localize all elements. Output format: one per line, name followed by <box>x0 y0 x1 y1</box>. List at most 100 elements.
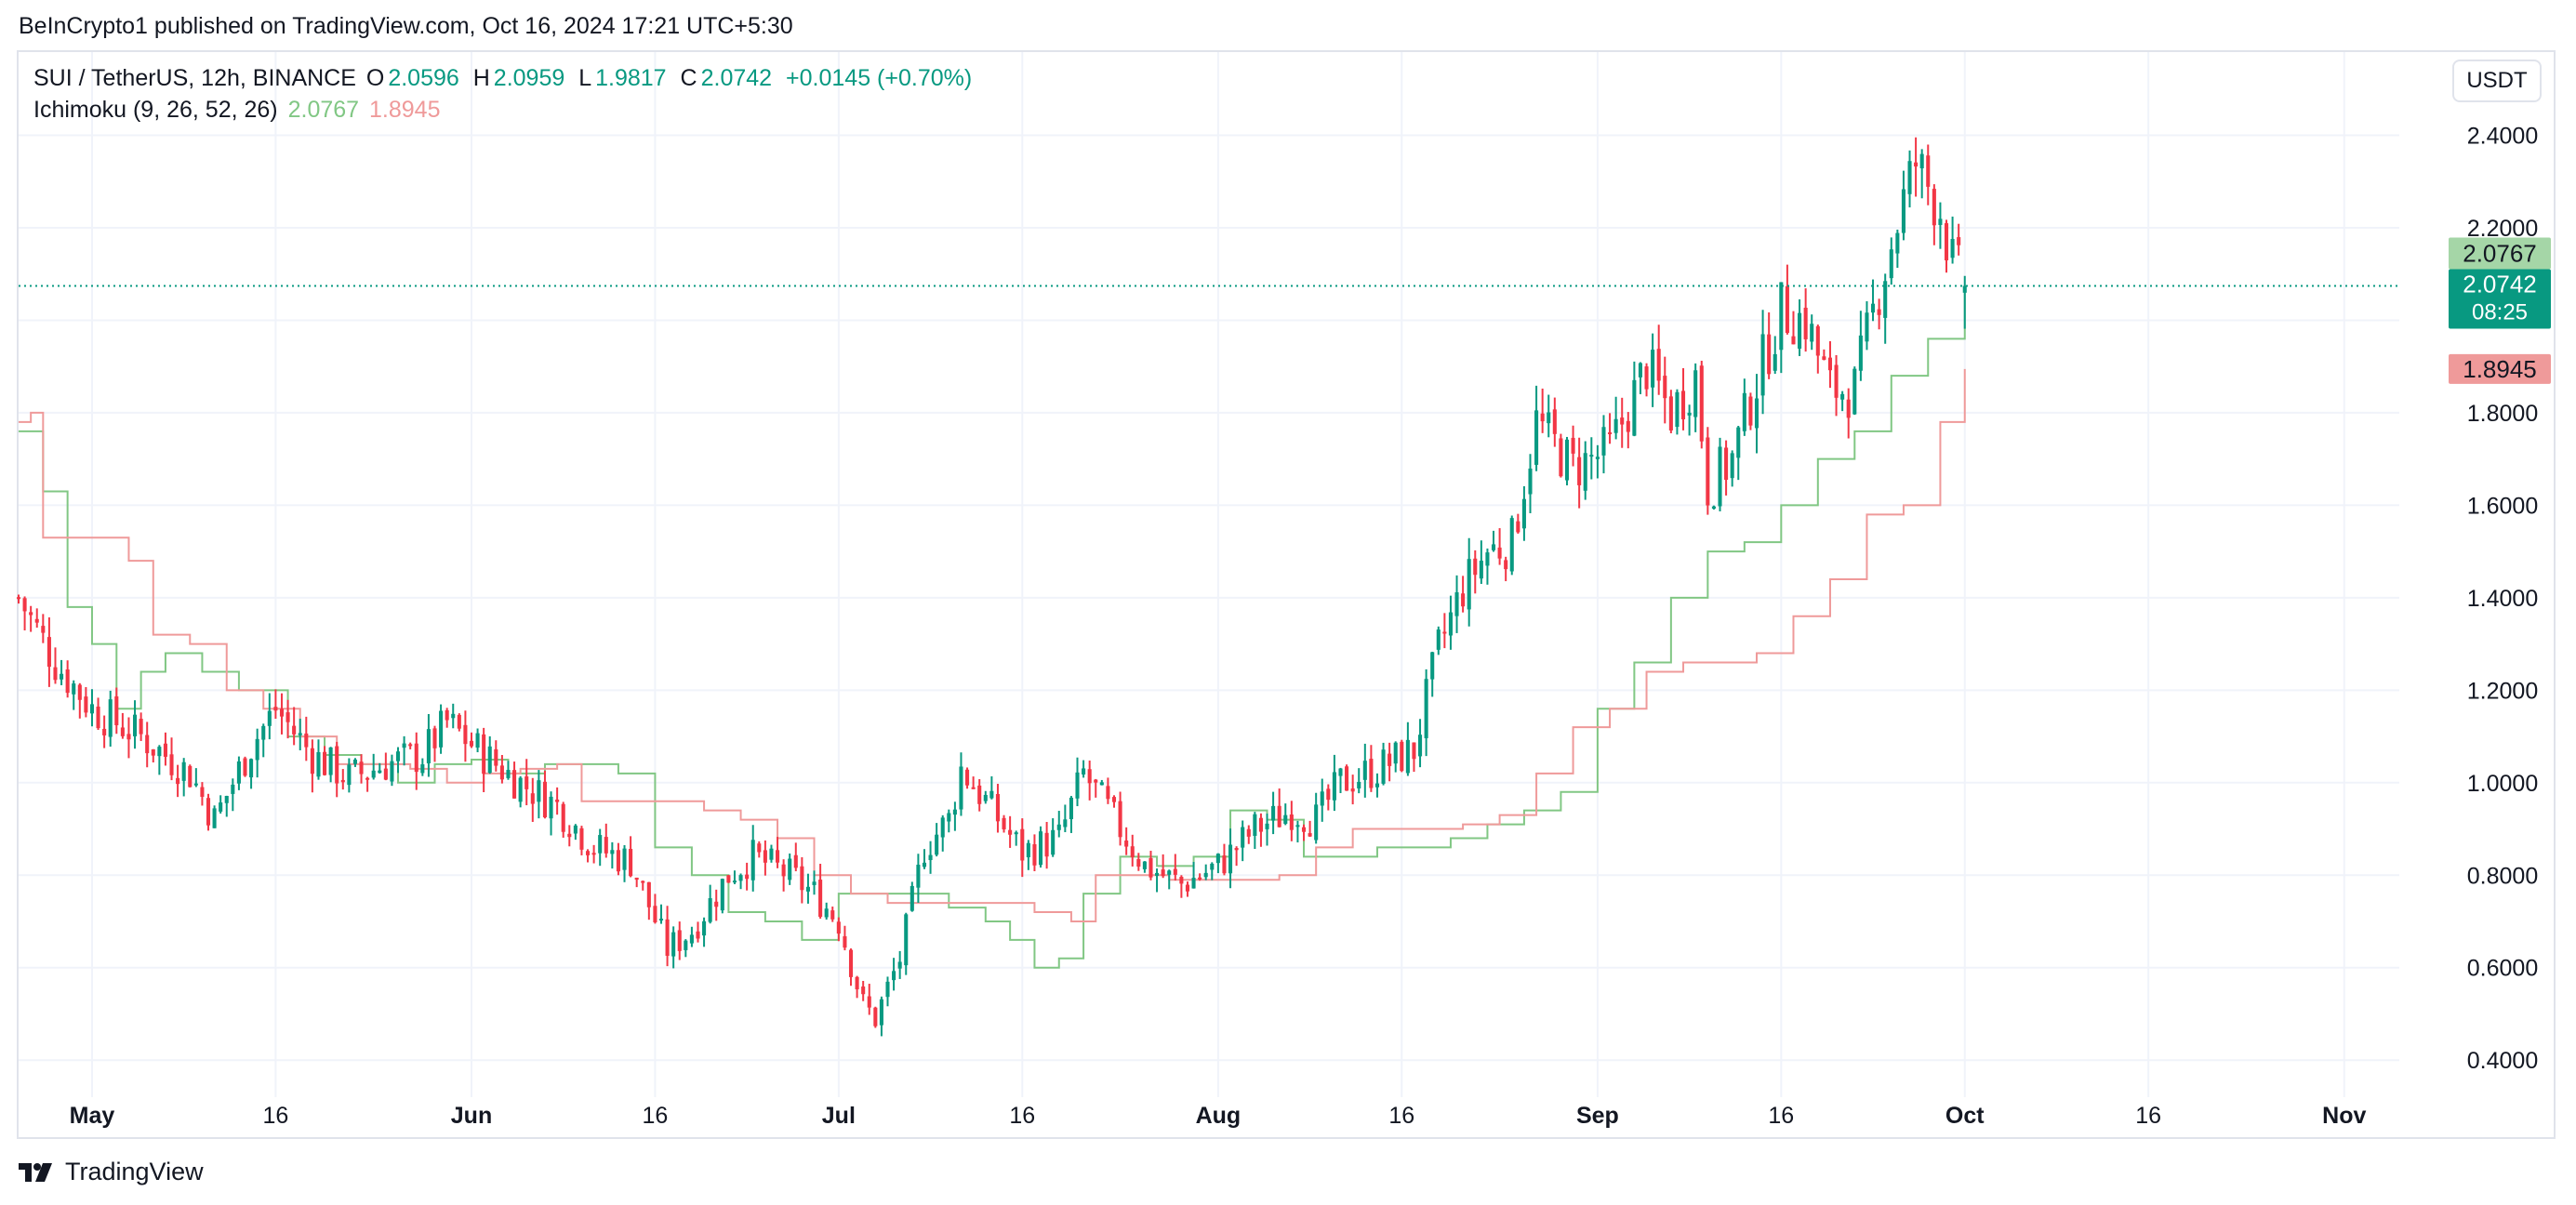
symbol-legend[interactable]: SUI / TetherUS, 12h, BINANCE O 2.0596 H 2.… <box>33 65 976 92</box>
candle-body <box>365 777 370 780</box>
candle-body <box>947 813 951 822</box>
candle-body <box>1179 877 1184 884</box>
candle-body <box>1663 376 1667 399</box>
tradingview-brand[interactable]: TradingView <box>19 1158 204 1186</box>
change-value: +0.0145 (+0.70%) <box>786 65 973 91</box>
candle-body <box>1295 825 1300 828</box>
candle-body <box>750 840 755 881</box>
candle-body <box>897 961 902 969</box>
candle-body <box>1203 872 1208 878</box>
candlesticks <box>16 137 1967 1037</box>
candle-body <box>1846 399 1851 418</box>
candle-body <box>732 881 737 883</box>
candle-body <box>1167 870 1172 875</box>
candle-body <box>1601 427 1606 456</box>
candle-body <box>261 725 266 740</box>
candle-body <box>132 714 138 736</box>
candle-body <box>34 618 39 623</box>
candle-body <box>805 886 810 892</box>
candle-body <box>1901 189 1905 233</box>
x-tick-label: Jul <box>822 1103 856 1129</box>
candle-body <box>1289 814 1294 830</box>
ichimoku-lines <box>19 285 1966 969</box>
candle-body <box>1241 827 1245 848</box>
candle-body <box>1822 356 1826 360</box>
candle-body <box>1687 412 1692 416</box>
indicator-title: Ichimoku (9, 26, 52, 26) <box>33 97 278 123</box>
candle-body <box>163 743 167 757</box>
candle-body <box>781 864 786 877</box>
candle-body <box>1038 831 1043 866</box>
candle-body <box>776 850 780 863</box>
candle-body <box>1265 823 1269 829</box>
candle-body <box>1111 797 1117 802</box>
candle-body <box>1711 506 1716 510</box>
candle-body <box>1773 353 1777 371</box>
tenkan-price-tag: 2.0767 <box>2463 240 2537 268</box>
candle-body <box>1320 791 1324 806</box>
currency-button[interactable]: USDT <box>2452 60 2542 102</box>
candle-body <box>1742 392 1746 431</box>
y-tick-label: 0.6000 <box>2467 956 2538 982</box>
candle-body <box>1656 349 1661 381</box>
candle-body <box>1724 447 1729 481</box>
kijun-line <box>19 368 1966 923</box>
candle-body <box>1497 547 1502 559</box>
candle-body <box>169 754 174 775</box>
candle-body <box>928 854 933 861</box>
y-tick-label: 2.2000 <box>2467 216 2538 242</box>
candle-body <box>1957 237 1961 245</box>
candle-body <box>1283 814 1288 824</box>
candle-body <box>1063 819 1068 828</box>
candle-body <box>1919 153 1924 169</box>
y-tick-label: 0.4000 <box>2467 1048 2538 1074</box>
candle-body <box>506 770 511 778</box>
candle-body <box>1467 559 1471 610</box>
candle-body <box>952 809 957 815</box>
candle-body <box>151 748 155 756</box>
candle-body <box>1651 350 1655 388</box>
candle-body <box>1693 370 1698 417</box>
candle-body <box>1448 612 1453 636</box>
candle-body <box>1865 312 1869 342</box>
candle-body <box>1142 861 1147 869</box>
candle-body <box>249 759 254 778</box>
candle-body <box>1301 827 1307 832</box>
candle-body <box>60 673 64 680</box>
candle-body <box>1785 285 1789 334</box>
candle-body <box>1271 805 1276 821</box>
candle-body <box>432 728 437 748</box>
candle-body <box>120 727 125 736</box>
candle-body <box>1540 413 1545 422</box>
candle-body <box>971 787 976 789</box>
candle-body <box>84 696 88 713</box>
candle-body <box>634 877 639 881</box>
candle-body <box>1099 782 1104 786</box>
candle-body <box>402 743 406 748</box>
candle-body <box>494 748 498 766</box>
candle-body <box>1326 788 1331 801</box>
candle-body <box>1877 309 1881 315</box>
candle-body <box>769 848 774 860</box>
candle-body <box>1228 844 1233 874</box>
candle-body <box>1436 629 1441 650</box>
candle-body <box>1815 325 1820 356</box>
candle-body <box>188 765 193 788</box>
candle-body <box>1056 824 1061 830</box>
candle-body <box>1405 739 1410 774</box>
candle-body <box>591 853 596 855</box>
candle-body <box>1161 869 1165 877</box>
candle-body <box>1087 769 1092 784</box>
candle-body <box>1412 742 1416 760</box>
indicator-legend[interactable]: Ichimoku (9, 26, 52, 26) 2.0767 1.8945 <box>33 97 444 124</box>
y-tick-label: 1.6000 <box>2467 493 2538 519</box>
candle-body <box>1516 521 1520 533</box>
candle-body <box>285 712 290 722</box>
candle-body <box>53 667 58 681</box>
tradingview-logo-icon <box>19 1162 52 1182</box>
candle-body <box>1547 412 1551 424</box>
candle-body <box>1485 552 1490 566</box>
candle-body <box>1840 393 1845 400</box>
